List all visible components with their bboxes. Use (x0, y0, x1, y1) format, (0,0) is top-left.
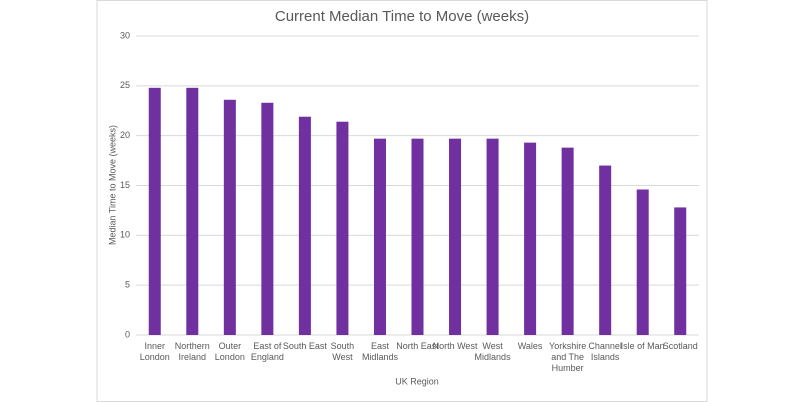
x-tick-label: Inner London (139, 341, 170, 362)
x-tick-label: South West (330, 341, 355, 362)
bar (261, 102, 274, 335)
x-tick-label: Outer London (214, 341, 245, 362)
y-axis-label: Median Time to Move (weeks) (107, 125, 117, 245)
x-tick-label: Yorkshire and The Humber (549, 341, 587, 373)
x-tick-label: North West (432, 341, 478, 351)
y-tick-label: 10 (120, 230, 130, 240)
bar (373, 138, 386, 335)
chart-title: Current Median Time to Move (weeks) (275, 8, 529, 25)
bar (524, 142, 537, 335)
y-tick-label: 0 (125, 329, 130, 339)
x-tick-label: East Midlands (361, 341, 398, 362)
bar (636, 189, 649, 335)
bar (186, 87, 199, 336)
y-tick-label: 20 (120, 130, 130, 140)
bar (336, 121, 349, 335)
bar (561, 147, 574, 335)
bar (298, 116, 311, 335)
y-tick-label: 5 (125, 280, 130, 290)
x-tick-label: Wales (517, 341, 543, 351)
x-axis-label: UK Region (395, 376, 439, 386)
bar (223, 99, 236, 335)
x-tick-label: South East (282, 341, 327, 351)
bar (599, 165, 612, 335)
y-tick-label: 30 (120, 30, 130, 40)
x-tick-label: West Midlands (474, 341, 511, 362)
bar (449, 138, 462, 335)
x-tick-label: Isle of Man (620, 341, 665, 351)
bar (486, 138, 499, 335)
y-tick-label: 15 (120, 180, 130, 190)
x-tick-label: Northern Ireland (174, 341, 210, 362)
x-tick-label: East of England (250, 341, 284, 362)
bar (674, 207, 687, 335)
x-tick-label: Channel Islands (588, 341, 622, 362)
bar (411, 138, 424, 335)
x-tick-label: North East (396, 341, 439, 351)
y-tick-label: 25 (120, 80, 130, 90)
x-tick-label: Scotland (662, 341, 698, 351)
bar (148, 87, 161, 336)
